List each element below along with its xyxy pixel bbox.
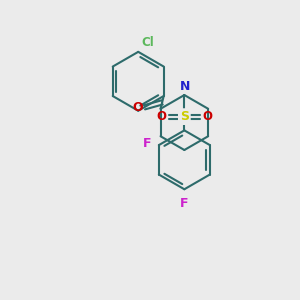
Text: N: N — [180, 80, 190, 93]
Text: O: O — [132, 101, 143, 114]
Text: Cl: Cl — [141, 36, 154, 49]
Text: F: F — [142, 136, 151, 150]
Text: O: O — [202, 110, 212, 123]
Text: F: F — [180, 197, 189, 210]
Text: S: S — [180, 110, 189, 123]
Text: O: O — [157, 110, 167, 123]
